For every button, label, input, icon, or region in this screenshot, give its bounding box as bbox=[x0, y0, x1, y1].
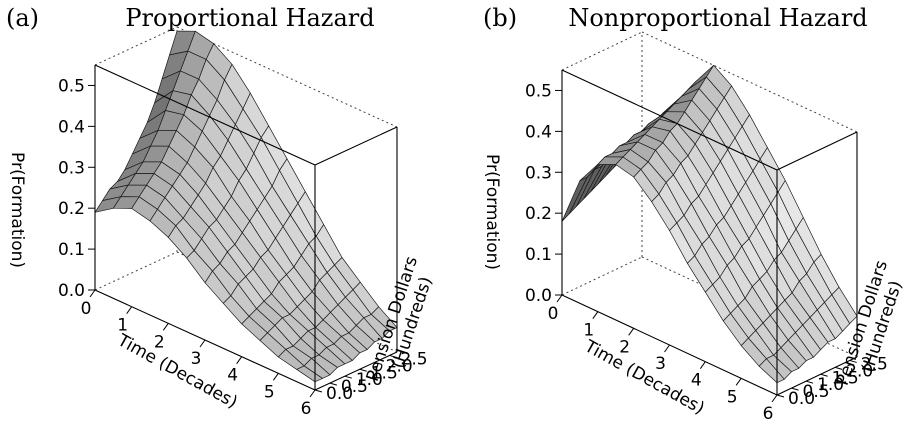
y-tick-label: 0.5 bbox=[803, 382, 830, 402]
y-tick-label: 1.0 bbox=[356, 370, 383, 390]
x-tick-mark bbox=[162, 323, 169, 331]
box-edge-front bbox=[776, 356, 858, 396]
y-tick-mark bbox=[820, 373, 828, 377]
z-tick-label: 0.4 bbox=[525, 122, 552, 142]
x-tick-label: 0 bbox=[81, 299, 92, 319]
y-tick-mark bbox=[374, 361, 382, 365]
y-tick-mark bbox=[359, 368, 367, 372]
box-edge-front bbox=[776, 131, 858, 171]
z-tick-label: 0.2 bbox=[58, 199, 85, 219]
z-tick-label: 0.3 bbox=[58, 158, 85, 178]
x-tick-mark bbox=[771, 394, 778, 403]
y-tick-mark bbox=[791, 387, 799, 391]
z-axis-label-b: Pr(Formation) bbox=[482, 154, 502, 270]
x-tick-mark bbox=[126, 306, 133, 314]
y-tick-label: 0.0 bbox=[326, 384, 353, 404]
y-tick-label: 1.5 bbox=[371, 363, 398, 383]
z-tick-label: 0.3 bbox=[525, 163, 552, 183]
panel-proportional-hazard: (a) Proportional Hazard 0.0 0.1 0.2 0.3 0.4 0… bbox=[6, 4, 436, 419]
x-tick-label: 3 bbox=[655, 354, 666, 374]
box-edge-front bbox=[561, 69, 778, 171]
x-tick-label: 2 bbox=[154, 332, 165, 352]
x-tick-mark bbox=[556, 294, 563, 303]
y-tick-label: 0.0 bbox=[788, 389, 815, 409]
y-tick-mark bbox=[849, 359, 857, 363]
y-tick-label: 2.0 bbox=[386, 356, 413, 376]
x-tick-label: 4 bbox=[227, 366, 238, 386]
x-tick-mark bbox=[664, 344, 670, 353]
y-tick-label: 1.5 bbox=[832, 368, 859, 388]
surface-facet bbox=[296, 365, 323, 383]
x-tick-label: 3 bbox=[191, 349, 202, 369]
z-tick-label: 0.1 bbox=[525, 245, 552, 265]
box-edge-back bbox=[561, 256, 643, 296]
x-tick-mark bbox=[272, 373, 279, 381]
x-axis-label-b: Time (Decades) bbox=[580, 336, 708, 419]
chart-title-b: Nonproportional Hazard bbox=[568, 4, 867, 32]
z-tick-label: 0.4 bbox=[58, 117, 85, 137]
z-tick-label: 0.0 bbox=[58, 281, 85, 301]
box-edge-front bbox=[94, 64, 316, 166]
x-tick-label: 5 bbox=[727, 387, 738, 407]
box-edge-back bbox=[94, 26, 178, 66]
x-tick-mark bbox=[735, 378, 742, 386]
x-tick-mark bbox=[236, 356, 243, 364]
y-tick-label: 2.0 bbox=[846, 361, 873, 381]
box-edge-front bbox=[314, 126, 398, 166]
chart-title-a: Proportional Hazard bbox=[125, 4, 374, 32]
y-tick-mark bbox=[389, 354, 397, 358]
y-tick-mark bbox=[835, 366, 843, 370]
panel-nonproportional-hazard: (b) Nonproportional Hazard 0.0 0.1 0.2 0.3 0… bbox=[482, 4, 906, 424]
x-tick-mark bbox=[592, 311, 599, 319]
x-tick-label: 6 bbox=[763, 404, 774, 424]
y-tick-label: 2.5 bbox=[401, 349, 428, 369]
x-tick-mark bbox=[699, 361, 706, 369]
x-tick-label: 5 bbox=[264, 382, 275, 402]
y-tick-label: 1.0 bbox=[817, 375, 844, 395]
z-axis-label-a: Pr(Formation) bbox=[7, 152, 27, 268]
y-tick-mark bbox=[344, 375, 352, 379]
x-tick-label: 1 bbox=[583, 321, 594, 341]
y-tick-label: 0.5 bbox=[341, 377, 368, 397]
z-tick-label: 0.5 bbox=[525, 81, 552, 101]
y-tick-label: 2.5 bbox=[861, 354, 888, 374]
x-tick-mark bbox=[628, 328, 635, 336]
surface-facet bbox=[758, 358, 785, 384]
box-edge-back bbox=[561, 31, 643, 71]
x-tick-label: 6 bbox=[301, 399, 312, 419]
panel-label-a: (a) bbox=[6, 4, 39, 32]
y-tick-mark bbox=[776, 394, 785, 398]
x-axis-label-a: Time (Decades) bbox=[113, 330, 241, 413]
z-tick-label: 0.0 bbox=[525, 286, 552, 306]
z-tick-label: 0.2 bbox=[525, 204, 552, 224]
x-tick-mark bbox=[89, 289, 96, 298]
z-tick-label: 0.5 bbox=[58, 76, 85, 96]
y-tick-mark bbox=[805, 380, 814, 384]
x-tick-label: 4 bbox=[691, 371, 702, 391]
x-tick-label: 0 bbox=[548, 304, 559, 324]
y-tick-mark bbox=[329, 382, 338, 386]
panel-label-b: (b) bbox=[483, 4, 517, 32]
x-tick-label: 1 bbox=[117, 316, 128, 336]
z-tick-label: 0.1 bbox=[58, 240, 85, 260]
x-tick-label: 2 bbox=[619, 337, 630, 357]
box-edge-front bbox=[314, 351, 398, 391]
y-tick-mark bbox=[314, 389, 323, 393]
x-tick-mark bbox=[199, 339, 206, 348]
x-tick-mark bbox=[309, 389, 316, 398]
box-edge-back bbox=[94, 251, 178, 291]
